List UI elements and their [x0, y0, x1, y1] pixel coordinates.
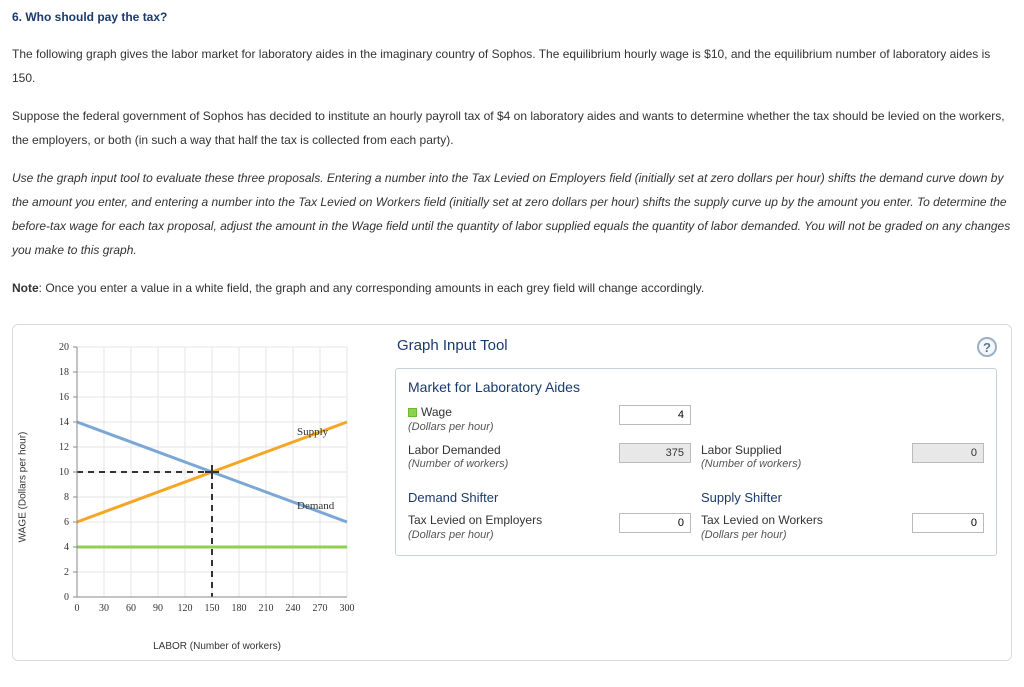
tax-workers-input[interactable]	[912, 513, 984, 533]
svg-text:60: 60	[126, 603, 136, 614]
svg-text:240: 240	[286, 603, 301, 614]
tool-title: Graph Input Tool	[397, 337, 997, 354]
svg-text:6: 6	[64, 517, 69, 528]
wage-sub: (Dollars per hour)	[408, 421, 611, 433]
question-title: 6. Who should pay the tax?	[12, 10, 1012, 24]
paragraph-instructions: Use the graph input tool to evaluate the…	[12, 166, 1012, 262]
labor-demanded-sub: (Number of workers)	[408, 458, 611, 470]
wage-swatch-icon	[408, 408, 417, 417]
svg-text:14: 14	[59, 417, 69, 428]
paragraph-1: The following graph gives the labor mark…	[12, 42, 1012, 90]
question-number: 6.	[12, 10, 22, 24]
svg-text:180: 180	[232, 603, 247, 614]
tax-employers-input[interactable]	[619, 513, 691, 533]
note-text: : Once you enter a value in a white fiel…	[39, 281, 705, 295]
svg-text:210: 210	[259, 603, 274, 614]
y-axis-label: WAGE (Dollars per hour)	[18, 432, 29, 543]
graph-input-tool: Graph Input Tool ? Market for Laboratory…	[395, 337, 997, 652]
note-line: Note: Once you enter a value in a white …	[12, 276, 1012, 300]
tool-box: Market for Laboratory Aides Wage (Dollar…	[395, 368, 997, 556]
labor-demanded-output	[619, 443, 691, 463]
tax-workers-label: Tax Levied on Workers	[701, 513, 904, 529]
chart-container: WAGE (Dollars per hour)	[27, 337, 367, 652]
note-label: Note	[12, 281, 39, 295]
question-title-text: Who should pay the tax?	[25, 10, 167, 24]
svg-text:0: 0	[75, 603, 80, 614]
tax-employers-sub: (Dollars per hour)	[408, 529, 611, 541]
labor-demanded-label: Labor Demanded	[408, 443, 611, 459]
svg-text:16: 16	[59, 392, 69, 403]
supply-shifter-heading: Supply Shifter	[701, 490, 984, 505]
svg-text:300: 300	[340, 603, 355, 614]
supply-label: Supply	[297, 426, 329, 438]
equilibrium-marker[interactable]	[205, 465, 219, 479]
svg-text:20: 20	[59, 342, 69, 353]
chart-svg[interactable]: 0 2 4 6 8 10 12 14 16 18 20 0 30 60 90 1…	[27, 337, 367, 627]
tax-workers-sub: (Dollars per hour)	[701, 529, 904, 541]
wage-input[interactable]	[619, 405, 691, 425]
svg-text:90: 90	[153, 603, 163, 614]
svg-text:18: 18	[59, 367, 69, 378]
paragraph-2: Suppose the federal government of Sophos…	[12, 104, 1012, 152]
svg-text:8: 8	[64, 492, 69, 503]
demand-label: Demand	[297, 500, 335, 512]
svg-text:120: 120	[178, 603, 193, 614]
tax-employers-label: Tax Levied on Employers	[408, 513, 611, 529]
svg-text:30: 30	[99, 603, 109, 614]
svg-text:150: 150	[205, 603, 220, 614]
svg-text:0: 0	[64, 592, 69, 603]
x-axis-label: LABOR (Number of workers)	[27, 641, 367, 652]
demand-shifter-heading: Demand Shifter	[408, 490, 691, 505]
wage-label: Wage	[421, 405, 452, 421]
labor-supplied-sub: (Number of workers)	[701, 458, 904, 470]
svg-text:12: 12	[59, 442, 69, 453]
svg-text:4: 4	[64, 542, 69, 553]
labor-supplied-label: Labor Supplied	[701, 443, 904, 459]
svg-text:2: 2	[64, 567, 69, 578]
svg-text:10: 10	[59, 467, 69, 478]
svg-text:270: 270	[313, 603, 328, 614]
labor-supplied-output	[912, 443, 984, 463]
graph-panel: WAGE (Dollars per hour)	[12, 324, 1012, 661]
help-icon[interactable]: ?	[977, 337, 997, 357]
tool-section-title: Market for Laboratory Aides	[408, 379, 984, 395]
